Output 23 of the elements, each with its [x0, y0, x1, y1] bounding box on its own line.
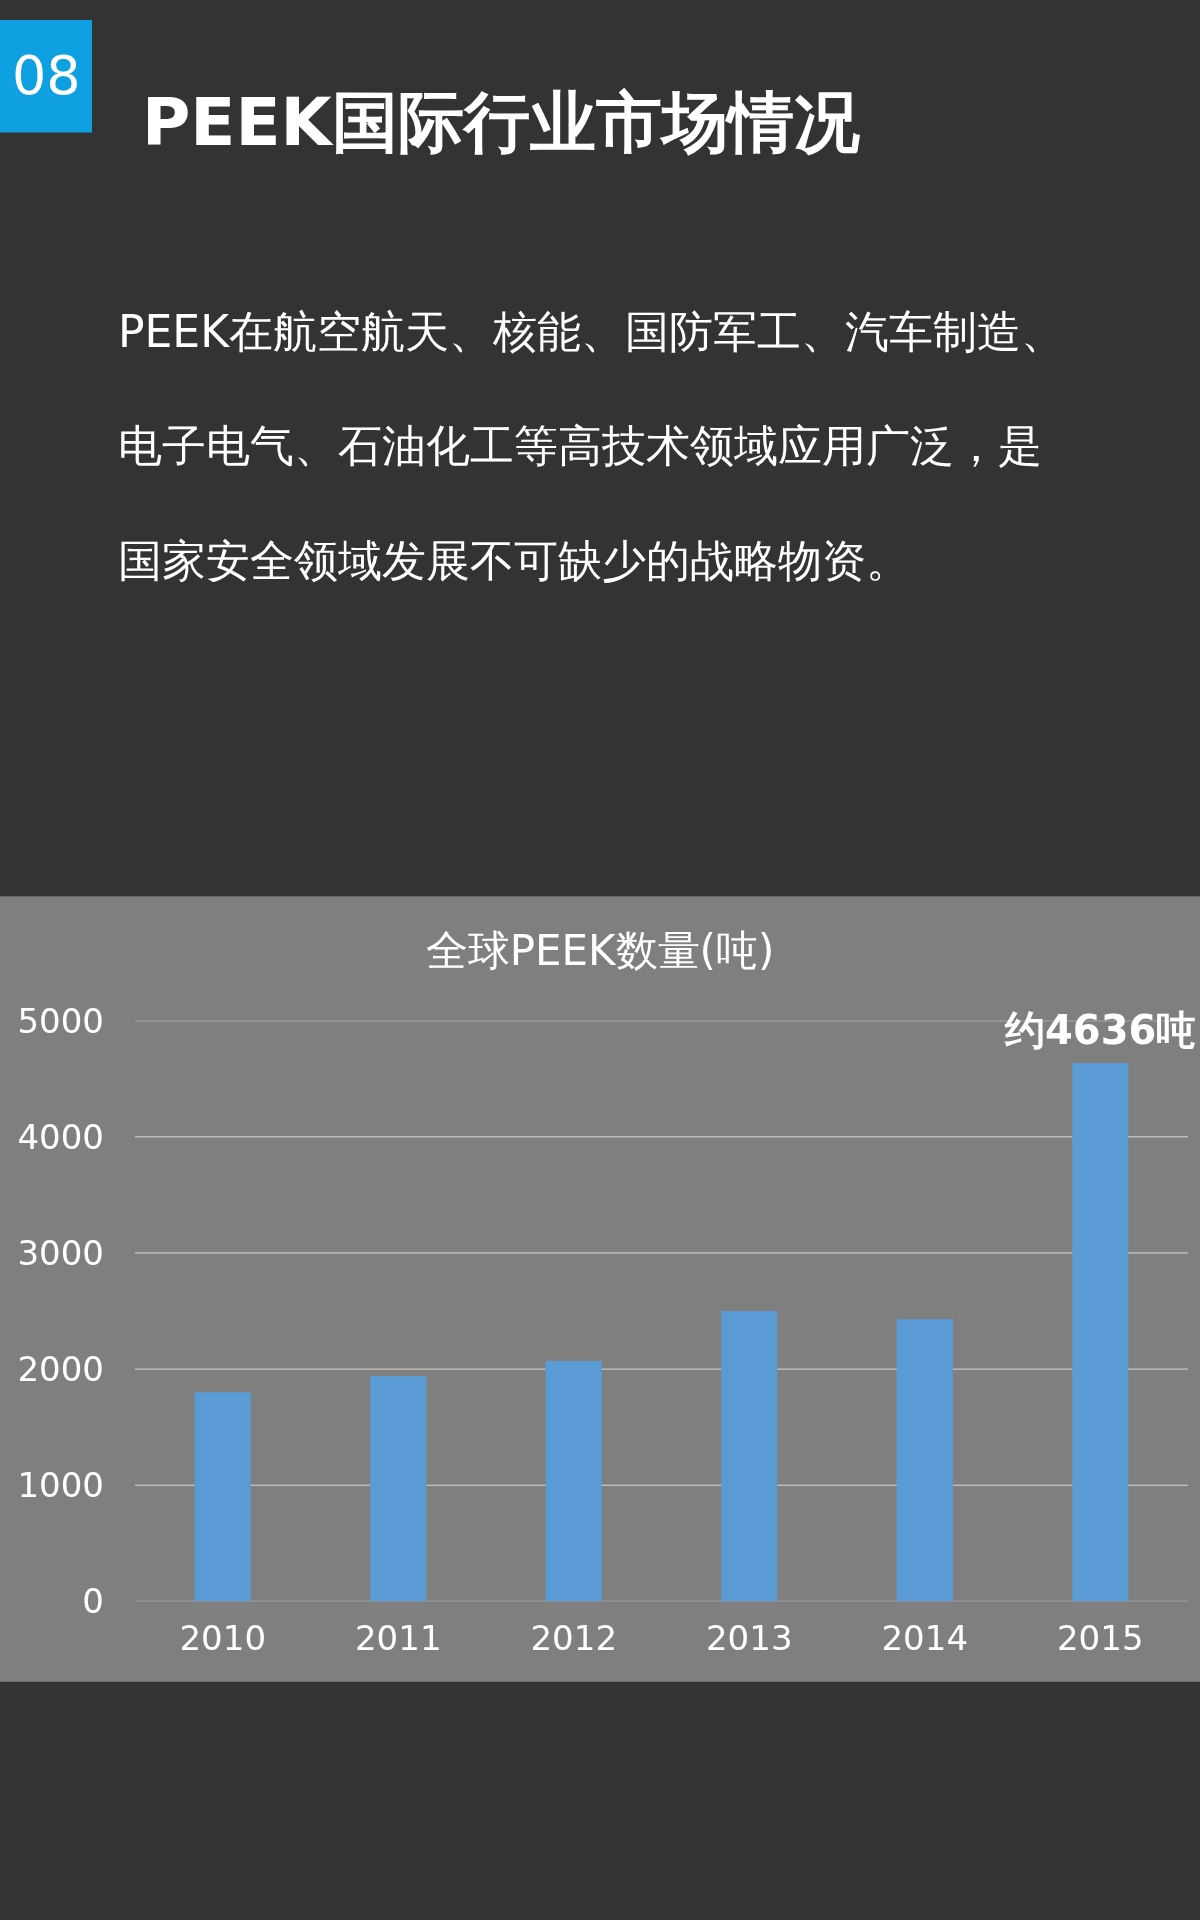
y-tick-label: 2000	[17, 1349, 104, 1389]
y-tick-label: 1000	[17, 1465, 104, 1506]
bar	[194, 1392, 251, 1602]
y-tick-label: 0	[82, 1581, 104, 1622]
annotation: 约4636吨	[1004, 1007, 1197, 1053]
chart-title: 全球PEEK数量(吨)	[425, 925, 775, 975]
bar	[545, 1360, 602, 1602]
bar	[1072, 1062, 1129, 1602]
text: PEEK在航空航天、核能、国防军工、汽车制造、电子电气、石油化工等高技术领域应用广泛，是国家安全领域发展不可缺少的战略物资。	[118, 306, 1065, 586]
bar	[896, 1319, 953, 1602]
bar	[370, 1376, 427, 1602]
y-tick-label: 4000	[17, 1116, 104, 1157]
x-tick-label: 2013	[705, 1618, 793, 1659]
x-tick-label: 2010	[179, 1618, 267, 1659]
text: 08	[12, 44, 81, 107]
bar	[721, 1311, 778, 1602]
x-tick-label: 2015	[1056, 1618, 1144, 1659]
x-tick-label: 2014	[881, 1618, 969, 1659]
x-tick-label: 2012	[530, 1618, 618, 1659]
text: PEEK国际行业市场情况	[142, 84, 860, 161]
y-tick-label: 5000	[17, 1000, 104, 1041]
y-tick-label: 3000	[17, 1232, 104, 1273]
x-tick-label: 2011	[354, 1618, 442, 1659]
